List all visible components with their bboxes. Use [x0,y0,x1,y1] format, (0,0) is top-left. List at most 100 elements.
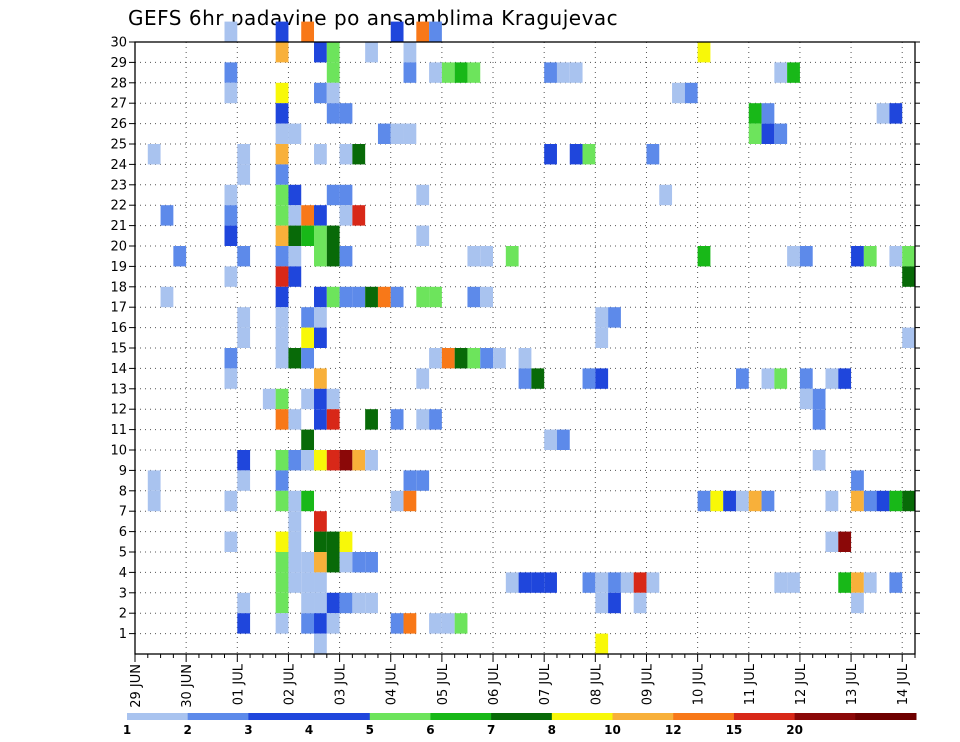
precip-cell [441,62,455,83]
precip-cell [390,21,404,42]
precip-cell [454,62,468,83]
precip-cell [339,552,353,573]
precip-cell [314,592,327,614]
precip-cell [301,429,315,450]
precip-cell [275,531,289,552]
colorbar-label: 4 [305,723,313,737]
precip-cell [301,592,315,614]
precip-cell [314,246,327,267]
precip-cell [275,205,289,226]
precip-cell [365,409,378,430]
precip-cell [787,572,800,593]
precip-cell [365,42,378,63]
precip-cell [889,246,903,267]
precip-cell [326,531,340,552]
y-tick-label: 15 [110,342,127,357]
x-tick-label: 02 JUL [282,663,297,705]
precip-cell [416,184,430,206]
precip-cell [301,388,315,410]
precip-cell [518,572,532,593]
x-tick-label: 01 JUL [231,663,246,705]
precip-cell [288,572,302,593]
y-tick-label: 29 [110,56,127,71]
precip-cell [237,470,251,491]
x-tick-label: 05 JUL [436,663,451,705]
precip-cell [262,388,276,410]
colorbar-swatch [127,713,189,720]
precip-cell [160,286,174,308]
precip-cell [761,103,775,124]
x-tick-label: 04 JUL [385,663,400,705]
precip-cell [326,613,340,634]
precip-cell [633,592,647,614]
precip-cell [416,225,430,246]
precip-cell [403,123,417,144]
x-tick-label: 07 JUL [538,663,553,705]
precip-cell [275,164,289,185]
precip-cell [889,490,903,512]
precip-cell [314,82,327,104]
colorbar-swatch [855,713,917,720]
precip-cell [314,409,327,430]
precip-cell [275,388,289,410]
precip-cell [275,123,289,144]
precip-cell [326,246,340,267]
data-cells [147,21,915,654]
precip-cell [646,572,660,593]
precip-cell [301,613,315,634]
y-tick-label: 4 [119,566,127,581]
precip-cell [288,184,302,206]
precip-cell [365,286,378,308]
colorbar-swatch [369,713,431,720]
precip-cell [403,613,417,634]
precip-cell [748,103,762,124]
colorbar-swatch [794,713,856,720]
precip-cell [147,470,161,491]
precip-cell [275,592,289,614]
precip-cell [608,572,621,593]
y-tick-label: 10 [110,444,127,459]
precip-cell [326,409,340,430]
precip-cell [429,348,442,369]
precip-cell [863,490,877,512]
precip-cell [339,592,353,614]
colorbar-label: 10 [604,723,621,737]
y-tick-label: 20 [110,240,127,255]
precip-cell [352,450,366,471]
precip-cell [774,572,788,593]
precip-cell [326,286,340,308]
precip-cell [339,144,353,165]
precip-cell [799,368,813,389]
precip-cell [301,205,315,226]
y-tick-label: 22 [110,199,127,214]
precip-cell [416,21,430,42]
precip-cell [595,307,609,328]
precip-cell [314,531,327,552]
precip-cell [556,62,570,83]
precip-cell [224,225,238,246]
precip-cell [275,82,289,104]
precip-cell [326,103,340,124]
precip-cell [275,246,289,267]
y-tick-label: 8 [119,484,127,499]
precip-cell [851,592,864,614]
colorbar-swatch [673,713,735,720]
precip-cell [416,286,430,308]
precip-cell [390,613,404,634]
x-tick-label: 08 JUL [589,663,604,705]
precip-cell [314,327,327,348]
precip-cell [684,82,698,104]
precip-cell [288,490,302,512]
precip-cell [672,82,685,104]
chart-title: GEFS 6hr padavine po ansamblima Kragujev… [128,6,619,30]
precip-cell [403,470,417,491]
precip-cell [314,42,327,63]
precip-cell [326,62,340,83]
precip-cell [147,144,161,165]
precip-cell [314,388,327,410]
precip-cell [352,144,366,165]
y-tick-label: 18 [110,280,127,295]
x-tick-label: 10 JUL [692,663,707,705]
precip-cell [454,613,468,634]
